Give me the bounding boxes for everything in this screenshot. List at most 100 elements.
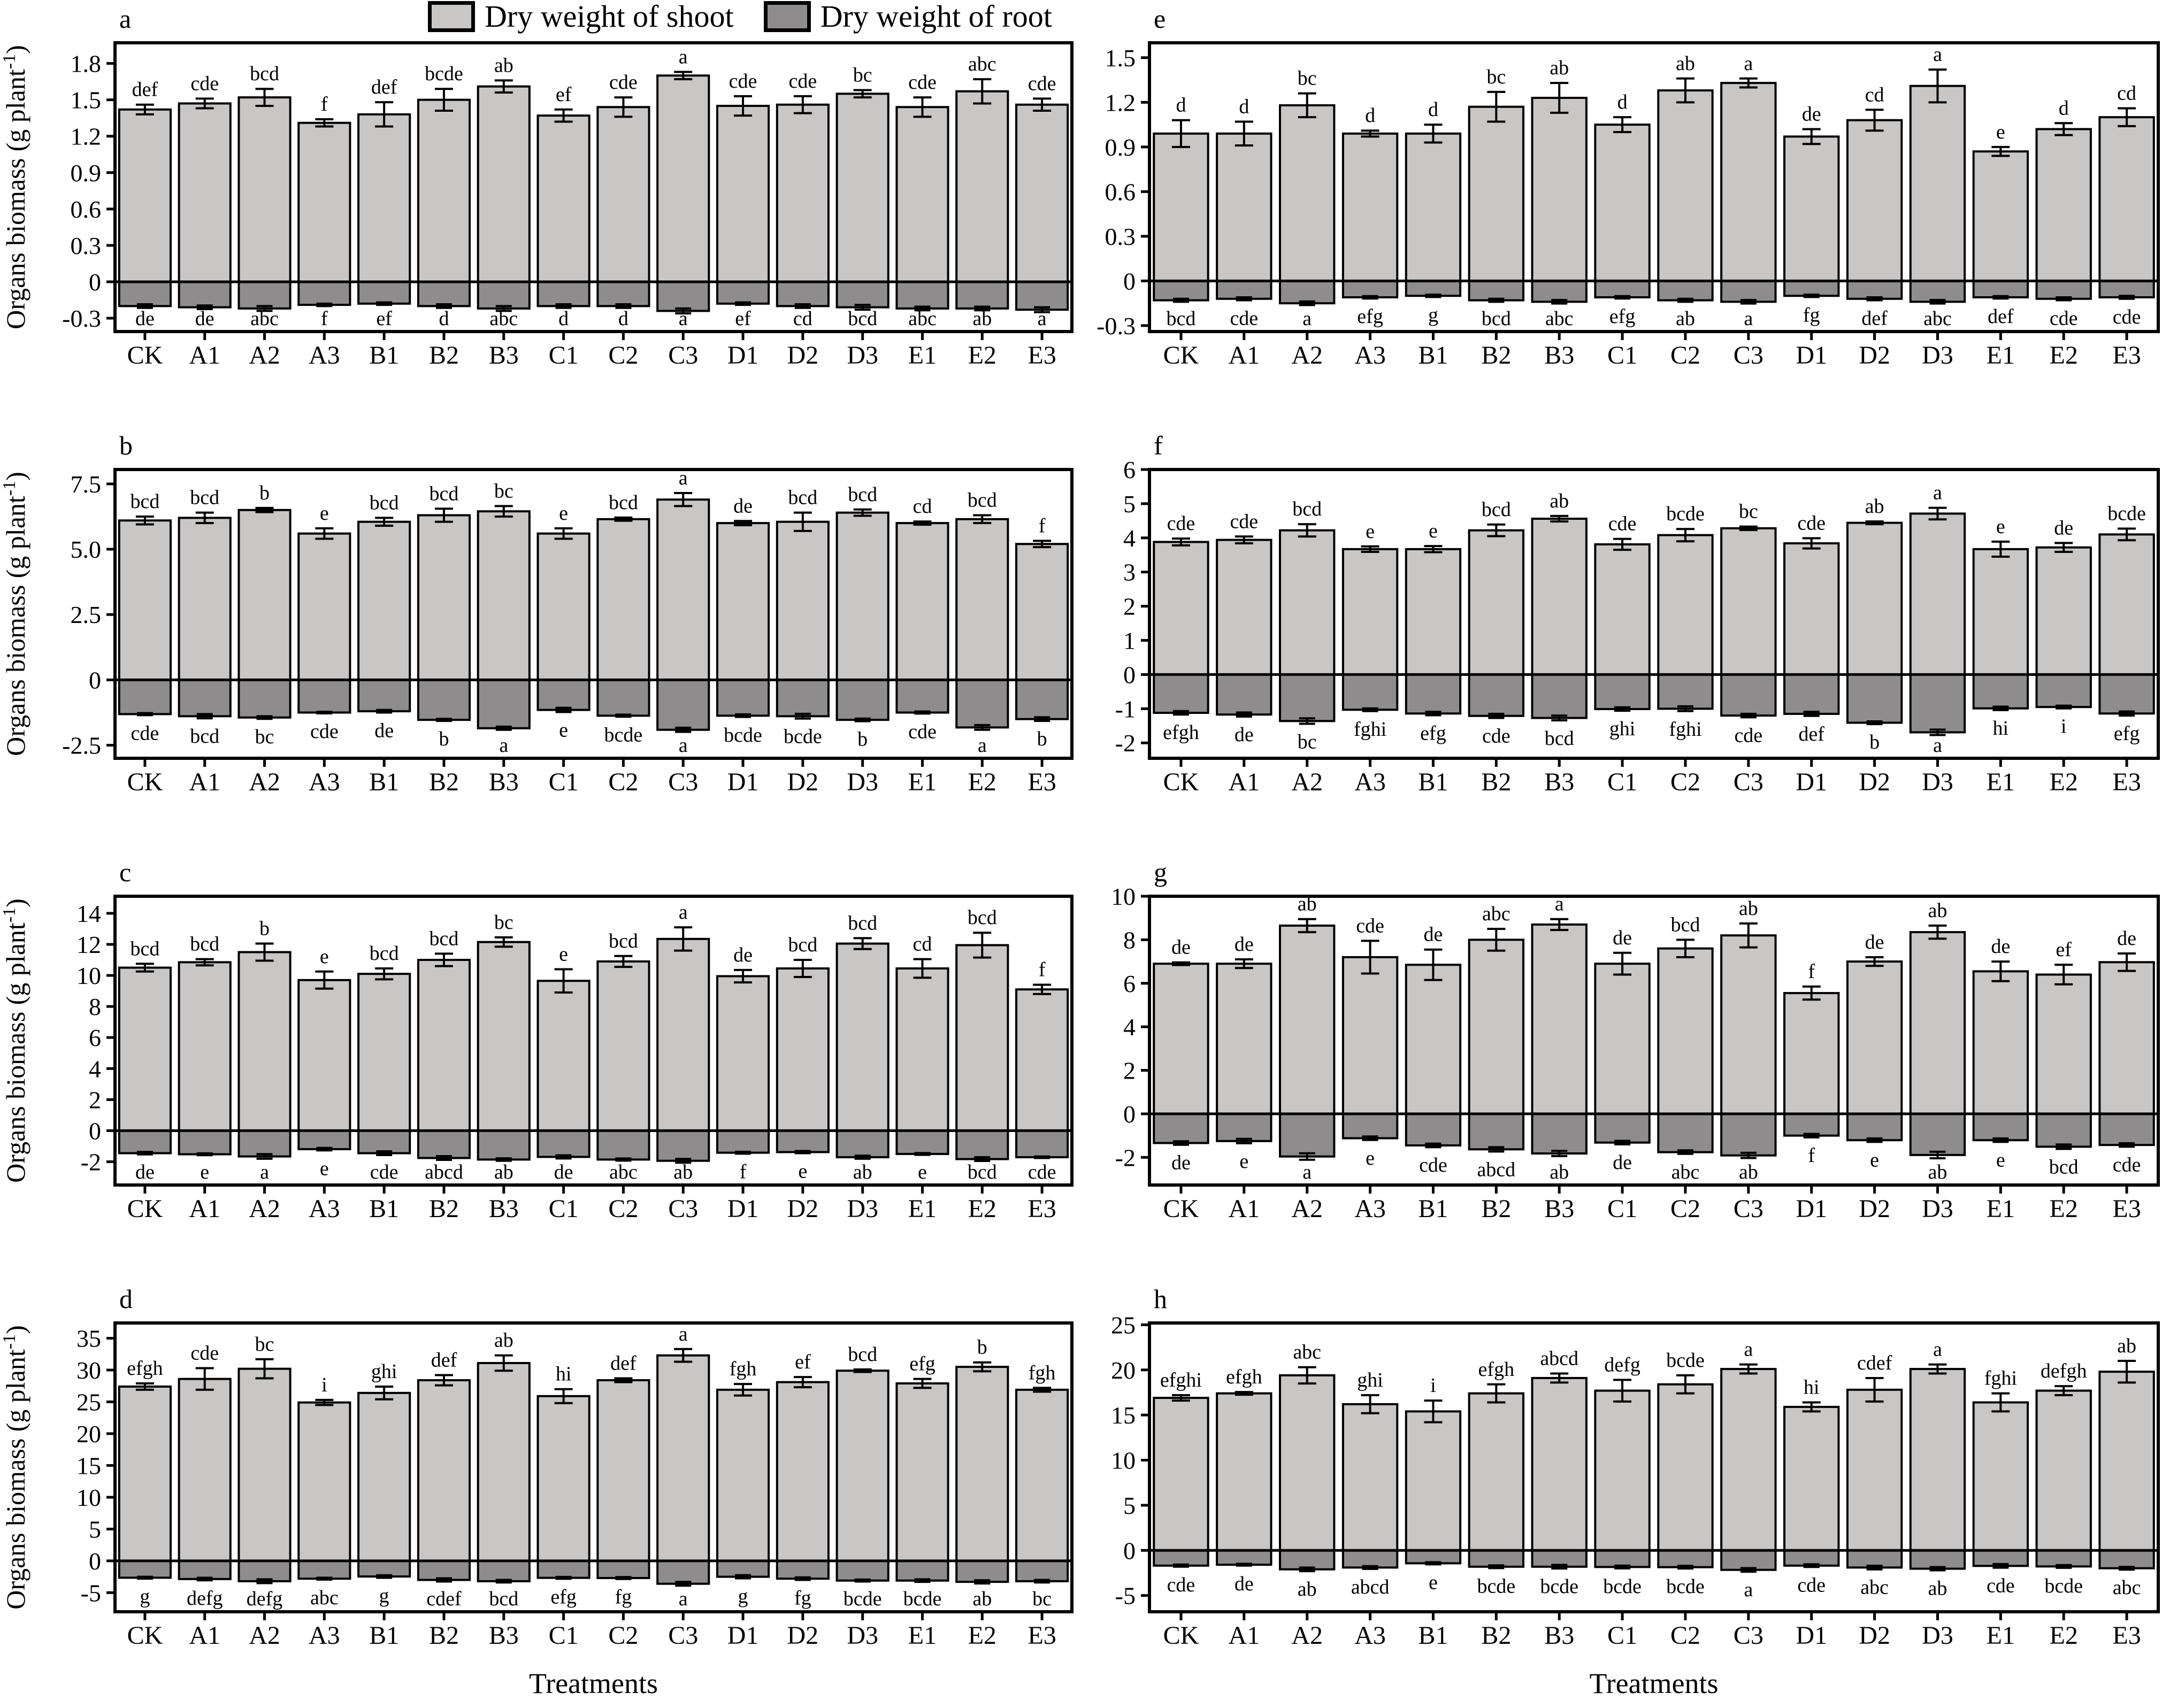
- panel-f: cde efgh cde de bcd bc e fghi e efg bcd cde ab bcd cde…: [1081, 427, 2162, 853]
- bar-root-B2: [1468, 280, 1524, 302]
- bar-shoot-B3: [477, 1361, 531, 1562]
- bar-shoot-A1: [178, 961, 232, 1132]
- sig-letter-root: d: [618, 307, 628, 330]
- x-tick-label: A3: [1354, 768, 1386, 796]
- sig-letter-root: bc: [1298, 730, 1317, 753]
- bar-root-B2: [1468, 673, 1524, 717]
- sig-letter-root: efg: [2114, 722, 2140, 745]
- sig-letter-shoot: e: [320, 502, 329, 525]
- bar-root-C1: [1594, 280, 1651, 298]
- sig-letter-shoot: e: [1996, 121, 2005, 143]
- bar-shoot-A3: [297, 532, 351, 681]
- x-tick-label: D2: [1859, 1195, 1890, 1223]
- x-tick-label: CK: [1163, 1195, 1199, 1223]
- x-tick-label: D1: [1796, 341, 1827, 370]
- error-bars: [1171, 506, 2136, 736]
- sig-letter-root: abcd: [425, 1161, 463, 1183]
- sig-letter-shoot: i: [321, 1374, 327, 1396]
- sig-letter-root: cde: [2113, 306, 2141, 328]
- bar-root-CK: [118, 1129, 172, 1155]
- y-tick-label: 0: [89, 268, 101, 296]
- bar-root-E1: [1972, 280, 2029, 298]
- sig-letter-root: abc: [1923, 307, 1952, 330]
- sig-letter-shoot: cde: [190, 1342, 219, 1364]
- sig-letter-root: abc: [2113, 1576, 2141, 1599]
- bar-shoot-B1: [357, 113, 411, 283]
- x-tick-label: D2: [787, 1195, 819, 1223]
- y-tick-label: 1.5: [1105, 44, 1136, 72]
- x-tick-label: A2: [1291, 341, 1323, 370]
- x-tick-label: B3: [489, 768, 519, 796]
- bar-root-E3: [1015, 280, 1069, 311]
- bar-shoot-D2: [1846, 119, 1903, 282]
- bar-shoot-E1: [895, 106, 949, 283]
- sig-letter-root: bc: [255, 726, 274, 748]
- sig-letter-root: e: [320, 1157, 329, 1180]
- bar-root-A2: [237, 679, 292, 719]
- bar-root-A3: [297, 1129, 351, 1150]
- bar-root-B3: [1531, 1112, 1588, 1155]
- x-tick-label: B3: [489, 1195, 519, 1223]
- x-tick-label: E1: [908, 768, 937, 796]
- sig-letter-root: de: [135, 1161, 155, 1183]
- bar-root-B1: [357, 1559, 411, 1578]
- sig-letter-shoot: bcd: [968, 906, 997, 929]
- sig-letter-root: bcde: [1603, 1575, 1642, 1598]
- sig-letter-shoot: d: [1365, 104, 1375, 127]
- x-tick-label: C3: [668, 1621, 698, 1650]
- sig-letter-root: defg: [187, 1587, 223, 1610]
- x-tick-label: B3: [1544, 341, 1574, 370]
- sig-letter-shoot: efgh: [127, 1357, 163, 1380]
- bar-root-B1: [357, 280, 411, 305]
- sig-letter-root: ab: [853, 1161, 872, 1183]
- sig-letter-root: cde: [1167, 1574, 1195, 1596]
- sig-letter-root: cde: [1482, 725, 1511, 748]
- sig-letter-root: g: [738, 1586, 748, 1608]
- x-tick-label: B2: [429, 341, 459, 370]
- x-tick-label: D1: [1796, 768, 1827, 796]
- x-tick-label: E3: [1028, 341, 1056, 370]
- sig-letter-shoot: a: [1555, 893, 1564, 915]
- bar-shoot-C2: [1657, 534, 1714, 676]
- x-tick-label: B2: [429, 768, 459, 796]
- panel-h-chart: efghicdeefghdeabcabghiabcdieefghbcdeabcd…: [1111, 1284, 2160, 1699]
- y-tick-label: 30: [76, 1357, 101, 1384]
- sig-letter-shoot: efgh: [1478, 1358, 1515, 1381]
- bar-root-C3: [656, 1129, 710, 1162]
- y-tick-label: 10: [1111, 1447, 1136, 1474]
- y-tick-label: 6: [1123, 456, 1136, 483]
- sig-letter-shoot: def: [610, 1352, 637, 1374]
- x-tick-label: C3: [668, 341, 698, 370]
- sig-letter-shoot: cd: [913, 495, 932, 518]
- panel-e-chart: dbcddcdebcadefgdgbcbcdababcdefgababaadef…: [1097, 4, 2160, 370]
- bar-shoot-C2: [1657, 947, 1714, 1115]
- sig-letter-root: bc: [1032, 1588, 1052, 1610]
- bar-root-B3: [477, 1559, 531, 1582]
- y-axis-title: Organs biomass (g plant-1): [0, 472, 30, 756]
- panel-letter: b: [119, 430, 133, 460]
- legend: Dry weight of shoot Dry weight of root: [428, 1, 1052, 32]
- bar-root-A2: [237, 280, 292, 310]
- bar-root-B2: [1468, 1112, 1524, 1151]
- shoot-swatch-icon: [428, 1, 475, 32]
- y-tick-label: 10: [76, 1484, 101, 1511]
- sig-letter-root: bcd: [1167, 307, 1196, 330]
- bar-root-C1: [536, 1559, 591, 1579]
- y-tick-label: 2: [89, 1086, 101, 1113]
- x-axis: CK A1 A2 A3 B1 B2 B3 C1 C2 C3 D1 D2 D3 E1 E2 E3: [1163, 758, 2141, 796]
- sig-letter-shoot: efgh: [1226, 1366, 1262, 1388]
- bar-root-C2: [596, 1559, 650, 1579]
- panel-c: bcd de bcd e b a e e bcd cde bcd abcd bc ab e de bcd abc a…: [0, 853, 1081, 1280]
- bar-root-CK: [1153, 280, 1209, 302]
- bar-root-B3: [1531, 673, 1588, 719]
- sig-letter-root: cde: [1797, 1574, 1826, 1596]
- legend-item-root: Dry weight of root: [763, 1, 1052, 32]
- x-axis: CK A1 A2 A3 B1 B2 B3 C1 C2 C3 D1 D2 D3 E1 E2 E3: [1163, 1185, 2141, 1223]
- sig-letter-root: b: [857, 728, 868, 751]
- y-axis: 7.5 5.0 2.5 0 -2.5: [62, 471, 115, 759]
- bar-root-D2: [776, 1129, 830, 1153]
- bar-root-B3: [1531, 280, 1588, 303]
- sig-letter-root: d: [558, 307, 569, 330]
- x-tick-label: B3: [1544, 1621, 1574, 1650]
- x-tick-label: E1: [908, 1195, 937, 1223]
